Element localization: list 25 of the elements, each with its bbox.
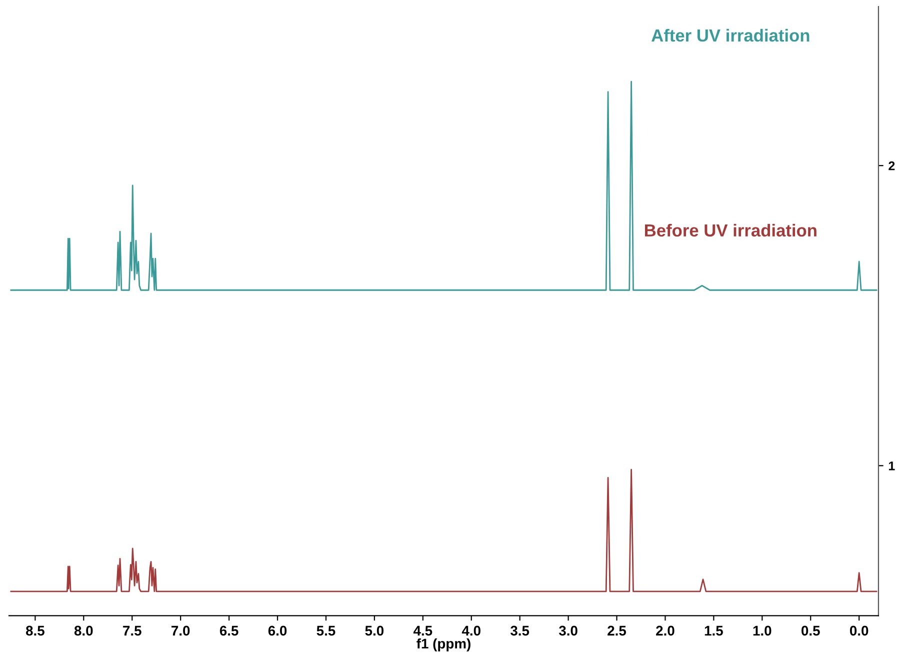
x-tick-label: 8.0 — [74, 626, 93, 636]
x-tick-label: 8.5 — [26, 626, 44, 636]
x-tick-label: 2.0 — [656, 626, 674, 636]
x-tick-label: 0.5 — [802, 626, 820, 636]
x-tick-label: 3.0 — [558, 626, 578, 636]
x-tick-label: 7.5 — [123, 626, 142, 636]
x-axis-title: f1 (ppm) — [416, 638, 470, 652]
text: After UV irradiation — [652, 28, 810, 42]
y-tick-label: 1 — [888, 462, 895, 470]
x-tick-label: 1.5 — [704, 626, 723, 636]
text: Before UV irradiation — [645, 224, 816, 237]
x-tick-label: 5.0 — [365, 626, 384, 636]
x-tick-label: 2.5 — [608, 626, 626, 636]
x-tick-label: 6.5 — [220, 626, 238, 636]
line-series — [10, 80, 878, 291]
x-tick-label: 7.0 — [172, 626, 190, 636]
x-tick-label: 5.5 — [316, 626, 336, 636]
x-tick-label: 3.5 — [510, 626, 530, 636]
x-tick-label: 6.0 — [268, 626, 287, 636]
x-tick-label: 4.0 — [462, 626, 480, 636]
x-tick-label: 4.5 — [413, 626, 432, 636]
line-series — [10, 468, 878, 592]
x-tick-label: 0.0 — [850, 626, 868, 636]
x-tick-label: 1.0 — [753, 626, 772, 636]
y-tick-label: 2 — [888, 161, 895, 170]
